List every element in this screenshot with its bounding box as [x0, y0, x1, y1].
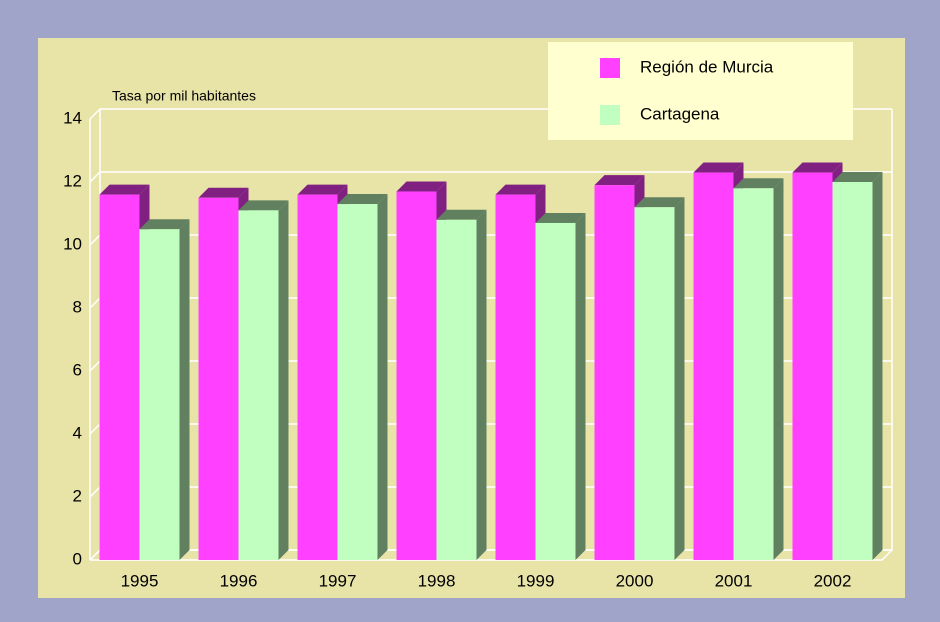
- bar: [238, 210, 279, 560]
- bar: [792, 172, 833, 561]
- bar-side: [674, 197, 685, 560]
- bar-top: [594, 175, 645, 186]
- legend-label: Región de Murcia: [640, 57, 774, 76]
- bar: [535, 222, 576, 560]
- bar-top: [634, 197, 685, 208]
- bar-top: [337, 194, 388, 205]
- bar: [198, 197, 239, 560]
- bar: [594, 185, 635, 560]
- bar: [733, 188, 774, 561]
- x-tick-label: 1997: [319, 571, 357, 590]
- y-tick-label: 2: [73, 486, 82, 505]
- bar-top: [693, 162, 744, 173]
- bar: [337, 204, 378, 561]
- x-tick-label: 1995: [121, 571, 159, 590]
- bar: [693, 172, 734, 561]
- bar-top: [832, 172, 883, 182]
- bar-side: [872, 172, 883, 560]
- y-tick-label: 6: [73, 360, 82, 379]
- bar-side: [377, 194, 388, 561]
- x-tick-label: 1998: [418, 571, 456, 590]
- x-tick-label: 1999: [517, 571, 555, 590]
- x-tick-label: 2000: [616, 571, 654, 590]
- grid-line: [89, 171, 892, 183]
- bar-top: [238, 200, 289, 211]
- bar-top: [436, 209, 487, 220]
- bar: [495, 194, 536, 560]
- legend: [548, 42, 853, 140]
- bar-side: [773, 178, 784, 561]
- bar-top: [495, 184, 546, 195]
- bar-top: [535, 212, 586, 223]
- legend-label: Cartagena: [640, 104, 720, 123]
- bar-top: [297, 184, 348, 195]
- bar-top: [396, 181, 447, 192]
- bar-side: [278, 200, 289, 560]
- y-tick-label: 14: [63, 108, 82, 127]
- bar-top: [792, 162, 843, 173]
- y-tick-label: 4: [73, 423, 82, 442]
- bar-top: [733, 178, 784, 189]
- bar-side: [575, 212, 586, 560]
- y-tick-label: 10: [63, 234, 82, 253]
- bar: [634, 207, 675, 560]
- bar-top: [99, 184, 150, 195]
- bar-top: [139, 219, 190, 230]
- y-tick-label: 12: [63, 171, 82, 190]
- bar: [436, 219, 477, 561]
- x-tick-label: 2001: [715, 571, 753, 590]
- bar-side: [476, 209, 487, 561]
- bar: [832, 182, 873, 560]
- bar: [396, 191, 437, 560]
- x-tick-label: 2002: [814, 571, 852, 590]
- y-tick-label: 0: [73, 549, 82, 568]
- legend-marker: [600, 58, 620, 78]
- bar: [99, 194, 140, 560]
- bar-top: [198, 187, 249, 198]
- bar: [139, 229, 180, 560]
- y-axis-label: Tasa por mil habitantes: [112, 88, 256, 104]
- y-tick-label: 8: [73, 297, 82, 316]
- legend-marker: [600, 105, 620, 125]
- bar-side: [179, 219, 190, 560]
- bar: [297, 194, 338, 560]
- x-tick-label: 1996: [220, 571, 258, 590]
